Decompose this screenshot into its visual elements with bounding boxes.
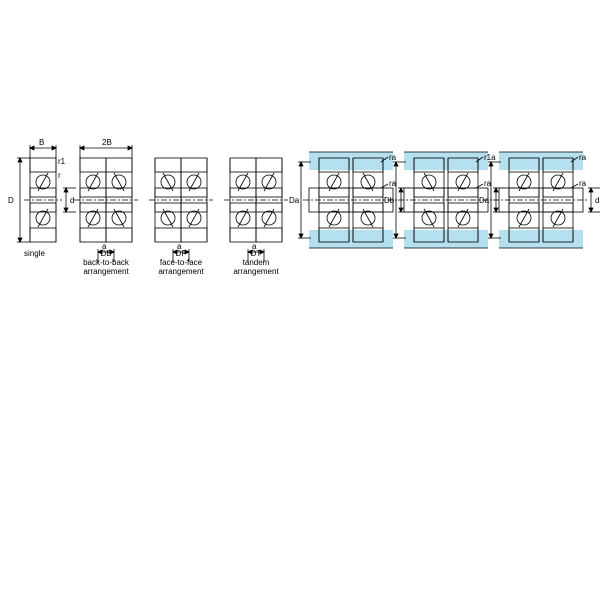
diagram-db: 2Ba bbox=[74, 138, 138, 262]
svg-text:d: d bbox=[70, 196, 74, 205]
svg-text:r1: r1 bbox=[58, 157, 66, 166]
svg-text:da: da bbox=[595, 196, 600, 205]
svg-text:Da: Da bbox=[479, 196, 490, 205]
caption-df: DF face-to-face arrangement bbox=[145, 250, 217, 276]
diagram-dt: a bbox=[224, 158, 288, 262]
svg-text:ra: ra bbox=[579, 153, 587, 162]
caption-text: back-to-back arrangement bbox=[70, 259, 142, 277]
svg-text:ra: ra bbox=[389, 179, 397, 188]
svg-text:ra: ra bbox=[484, 179, 492, 188]
svg-text:Da: Da bbox=[289, 196, 300, 205]
diagram-canvas: BDdr1r2BaaaDadararaDbdar1araDadarara bbox=[0, 0, 600, 600]
svg-text:2B: 2B bbox=[102, 138, 112, 147]
svg-text:ra: ra bbox=[389, 153, 397, 162]
caption-db: DB back-to-back arrangement bbox=[70, 250, 142, 276]
svg-text:r: r bbox=[58, 171, 61, 180]
caption-text: face-to-face arrangement bbox=[145, 259, 217, 277]
diagram-df: a bbox=[149, 158, 213, 262]
svg-text:B: B bbox=[39, 138, 44, 147]
caption-single: single bbox=[12, 250, 57, 259]
caption-text: tandem arrangement bbox=[220, 259, 292, 277]
svg-text:Db: Db bbox=[384, 196, 395, 205]
caption-text: single bbox=[24, 249, 45, 258]
diagram-assy3: Dadarara bbox=[479, 152, 600, 248]
diagram-single: B Dd r1 r bbox=[8, 138, 76, 242]
svg-text:ra: ra bbox=[579, 179, 587, 188]
svg-text:D: D bbox=[8, 196, 14, 205]
caption-dt: DT tandem arrangement bbox=[220, 250, 292, 276]
svg-text:r1a: r1a bbox=[484, 153, 496, 162]
